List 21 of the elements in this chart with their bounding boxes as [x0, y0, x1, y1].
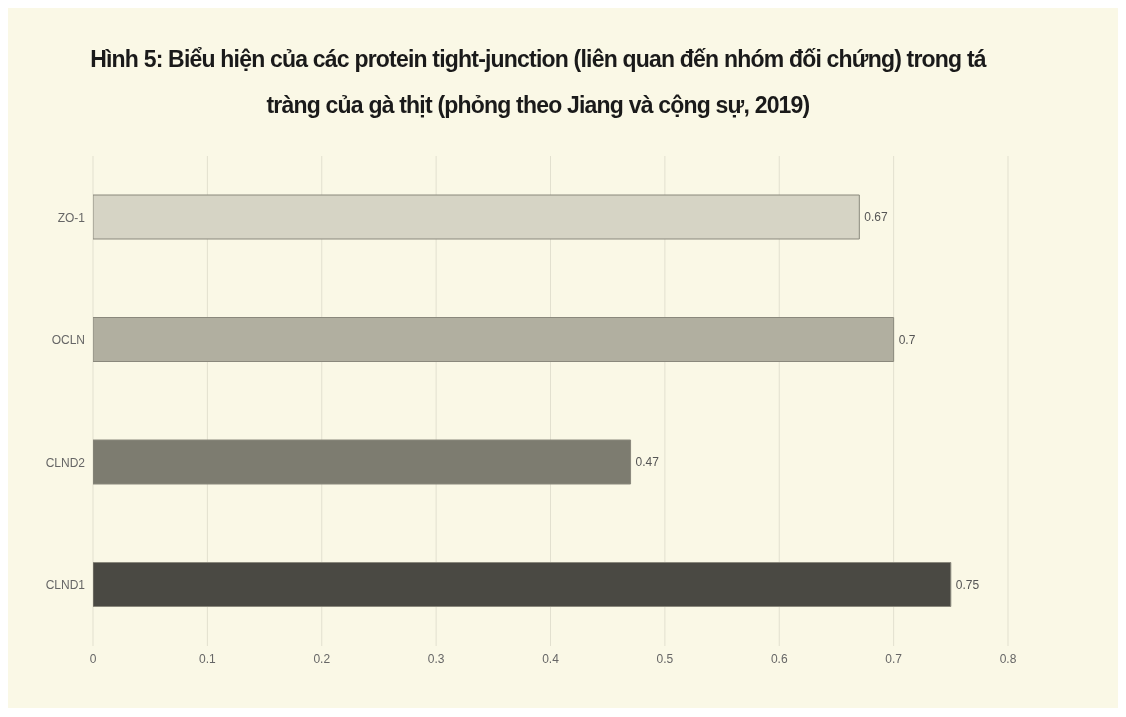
x-tick-label: 0.8: [999, 651, 1017, 666]
x-tick-label: 0.5: [656, 651, 674, 666]
bar: [93, 317, 895, 362]
x-tick-label: 0.2: [313, 651, 331, 666]
x-tick-label: 0.4: [542, 651, 560, 666]
y-tick-label: ZO-1: [57, 210, 86, 225]
x-tick-label: 0.3: [427, 651, 445, 666]
x-tick-label: 0: [89, 651, 97, 666]
bar: [93, 562, 952, 607]
data-label: 0.67: [864, 210, 888, 225]
x-tick-label: 0.6: [770, 651, 788, 666]
y-tick-label: CLND2: [45, 455, 86, 470]
data-label: 0.47: [635, 455, 660, 470]
chart-title: Hình 5: Biểu hiện của các protein tight-junction (liên quan đến nhóm đối chứng) trong tá tràng của gà thịt (phỏng theo Jiang và cộng sự, 2019): [89, 45, 988, 120]
bar: [93, 439, 632, 485]
data-label: 0.7: [898, 332, 916, 347]
y-tick-label: CLND1: [45, 578, 86, 593]
x-tick-label: 0.7: [885, 651, 903, 666]
y-tick-label: OCLN: [51, 333, 85, 348]
data-label: 0.75: [955, 577, 980, 592]
x-tick-label: 0.1: [199, 651, 217, 666]
